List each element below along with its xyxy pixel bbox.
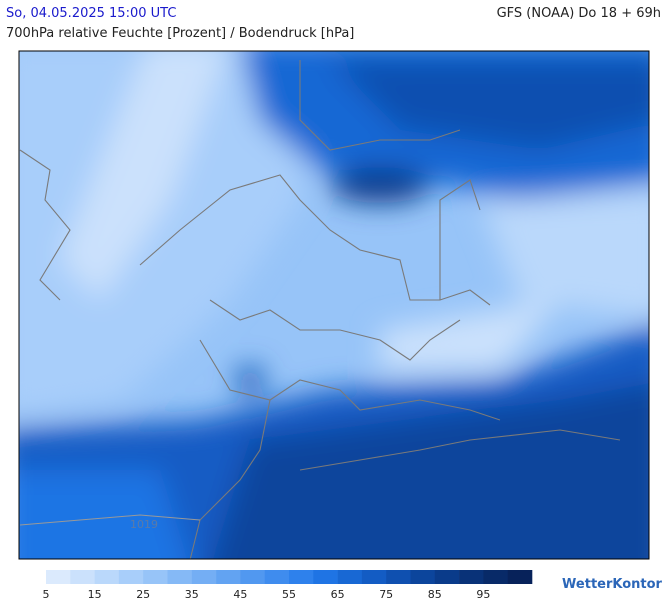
legend-swatch: [459, 570, 484, 584]
legend-label: 95: [476, 588, 490, 600]
legend-label: 55: [282, 588, 296, 600]
legend-swatch: [216, 570, 241, 584]
legend-label: 5: [43, 588, 50, 600]
brand: WetterKontor: [562, 577, 663, 592]
legend-swatch: [410, 570, 436, 584]
legend-swatch: [94, 570, 120, 584]
humidity-field: 1019: [19, 51, 649, 559]
legend-swatch: [386, 570, 411, 584]
legend-swatch: [289, 570, 314, 584]
legend-swatch: [118, 570, 144, 584]
legend-swatch: [70, 570, 95, 584]
legend-swatch: [337, 570, 363, 584]
legend-label: 45: [233, 588, 247, 600]
legend-label: 35: [185, 588, 199, 600]
model-run: GFS (NOAA) Do 18 + 69h: [496, 6, 661, 21]
legend-label: 85: [428, 588, 442, 600]
legend-swatch: [361, 570, 387, 584]
isobar-label: 1019: [130, 518, 158, 531]
legend-swatch: [143, 570, 168, 584]
legend-swatch: [434, 570, 460, 584]
legend-swatch: [507, 570, 533, 584]
legend-swatch: [46, 570, 71, 584]
legend-label: 75: [379, 588, 393, 600]
legend-swatch: [167, 570, 193, 584]
legend-swatch: [264, 570, 290, 584]
legend-swatch: [191, 570, 217, 584]
borders: [19, 60, 621, 559]
legend-swatch: [483, 570, 508, 584]
map-title: 700hPa relative Feuchte [Prozent] / Bode…: [6, 26, 355, 41]
legend-swatch: [313, 570, 338, 584]
legend-label: 25: [136, 588, 150, 600]
legend-label: 65: [331, 588, 345, 600]
isobar: [19, 514, 201, 526]
legend: 5 15 25 35 45 55 65 75 85 95: [43, 570, 533, 600]
legend-label: 15: [88, 588, 102, 600]
datetime: So, 04.05.2025 15:00 UTC: [6, 6, 177, 21]
legend-swatch: [240, 570, 265, 584]
map-frame: [18, 50, 650, 560]
